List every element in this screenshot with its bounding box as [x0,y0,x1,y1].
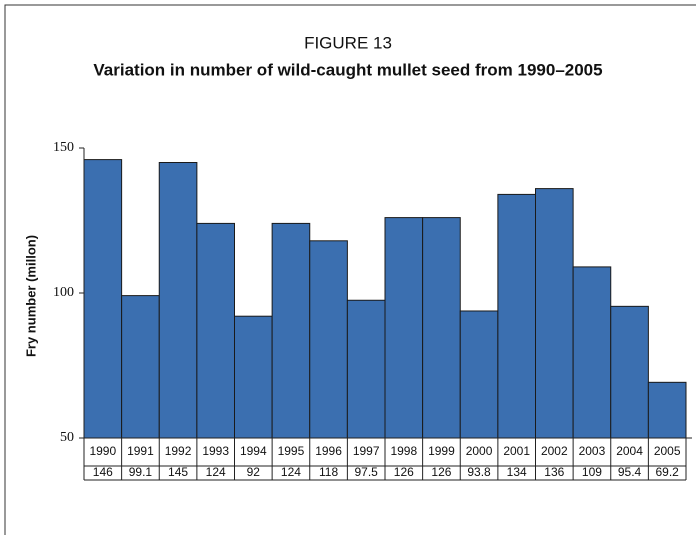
y-tick-label: 50 [60,430,74,445]
chart-subtitle: Variation in number of wild-caught mulle… [93,60,602,79]
table-value: 69.2 [656,465,680,479]
table-value: 145 [168,465,188,479]
table-value: 134 [507,465,527,479]
bar [572,266,612,439]
x-tick-label: 1994 [240,444,267,458]
bar [234,315,273,439]
x-tick-label: 1993 [202,444,229,458]
bar [196,222,235,439]
bar [384,217,424,439]
table-value: 136 [544,465,564,479]
bar [610,305,649,439]
table-value: 126 [431,465,451,479]
x-tick-label: 2001 [503,444,530,458]
x-tick-label: 2005 [654,444,681,458]
x-tick-label: 1999 [428,444,455,458]
x-tick-label: 2000 [466,444,493,458]
x-tick-label: 1992 [165,444,192,458]
bar [346,299,386,439]
bar [497,193,536,439]
x-tick-label: 2004 [616,444,643,458]
y-tick-label: 100 [53,285,74,300]
table-value: 93.8 [467,465,491,479]
x-tick-label: 1996 [315,444,342,458]
bar [459,310,499,439]
chart-title: FIGURE 13 [304,33,392,52]
table-value: 146 [93,465,113,479]
bar [309,240,348,439]
bar [535,188,574,439]
bar [158,162,198,439]
table-value: 124 [281,465,301,479]
y-axis-label: Fry number (millon) [23,235,38,357]
bar [647,381,687,439]
table-value: 97.5 [355,465,379,479]
bar [83,159,123,439]
table-value: 118 [319,465,338,479]
bar [422,217,461,439]
table-value: 109 [582,465,602,479]
x-tick-label: 1990 [89,444,116,458]
table-value: 92 [247,465,261,479]
bar [121,295,160,439]
table-value: 99.1 [129,465,153,479]
x-tick-label: 1997 [353,444,380,458]
table-value: 124 [206,465,226,479]
x-tick-label: 1991 [127,444,154,458]
table-value: 126 [394,465,414,479]
x-tick-label: 1995 [278,444,305,458]
y-tick-label: 150 [53,140,74,155]
x-tick-label: 2002 [541,444,568,458]
x-tick-label: 2003 [579,444,606,458]
bar [271,222,311,439]
x-tick-label: 1998 [390,444,417,458]
table-value: 95.4 [618,465,642,479]
frame [4,4,696,535]
